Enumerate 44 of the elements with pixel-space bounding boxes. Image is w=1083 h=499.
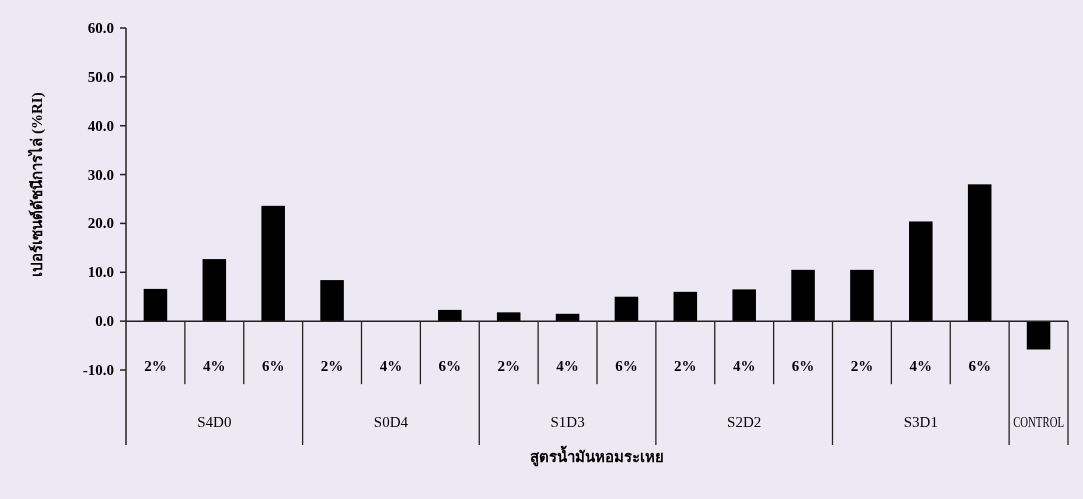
bar [909,221,933,322]
bar [143,288,168,322]
bar [438,309,462,322]
x-tick-label: 6% [968,358,991,375]
bar [967,184,992,322]
x-tick-label: 4% [909,358,933,375]
y-tick-label: 30.0 [87,166,114,183]
y-tick-label: 60.0 [87,20,114,36]
y-tick-label: 50.0 [87,68,114,85]
text: S0D4 [373,414,409,431]
bar [732,289,756,322]
bar [1026,321,1051,350]
x-tick-label: 4% [732,358,756,375]
text: S2D2 [727,414,762,431]
x-tick-label: 2% [144,358,167,375]
x-tick-label: 2% [850,358,874,375]
y-axis-title: เปอร์เซนต์ดัชนีการไล่ (%RI) [27,92,46,277]
bar [673,291,698,322]
x-tick-label: 2% [320,358,344,375]
bar [320,280,344,322]
bar [850,269,874,322]
x-tick-label: 4% [556,358,579,375]
bar [614,296,639,322]
x-tick-label: 6% [791,358,815,375]
x-tick-label: 6% [615,358,638,375]
x-tick-label: 2% [674,358,697,375]
text: CONTROL [1013,414,1083,431]
text: S4D0 [197,414,232,431]
bar [261,205,285,322]
y-tick-label: -10.0 [82,362,114,378]
bar [791,269,815,322]
x-tick-label: 4% [203,358,226,375]
x-tick-label: 6% [438,358,462,375]
text: S1D3 [550,414,585,431]
bar [202,259,227,322]
y-tick-label: 0.0 [95,313,114,330]
y-tick-label: 20.0 [87,215,114,232]
x-tick-label: 4% [379,358,403,375]
text: S3D1 [903,414,938,431]
x-tick-label: 6% [261,358,285,375]
y-tick-label: 40.0 [87,117,114,134]
x-axis-title: สูตรน้ำมันหอมระเหย [530,445,664,467]
x-tick-label: 2% [497,358,520,375]
y-tick-label: 10.0 [87,264,114,281]
